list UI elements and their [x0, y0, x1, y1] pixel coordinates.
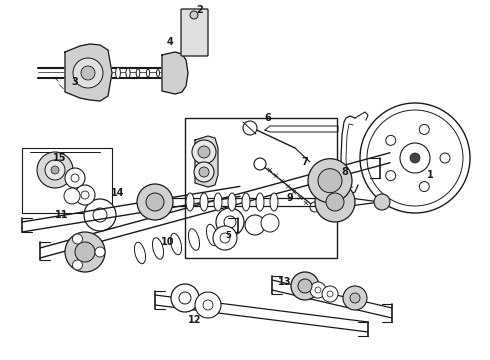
Circle shape [81, 66, 95, 80]
Ellipse shape [256, 193, 264, 211]
Text: 1: 1 [427, 170, 433, 180]
Ellipse shape [126, 68, 130, 78]
Ellipse shape [189, 229, 199, 250]
Circle shape [315, 182, 355, 222]
Circle shape [419, 125, 429, 135]
Circle shape [224, 216, 236, 228]
Circle shape [146, 193, 164, 211]
Text: 8: 8 [342, 167, 348, 177]
Circle shape [179, 292, 191, 304]
Text: 4: 4 [167, 37, 173, 47]
Circle shape [84, 199, 116, 231]
Circle shape [216, 208, 244, 236]
Text: 11: 11 [55, 210, 69, 220]
Circle shape [243, 121, 257, 135]
Ellipse shape [152, 238, 164, 259]
Ellipse shape [116, 67, 121, 78]
Text: 7: 7 [302, 157, 308, 167]
Circle shape [45, 160, 65, 180]
Circle shape [350, 293, 360, 303]
Circle shape [386, 135, 396, 145]
Text: 10: 10 [161, 237, 175, 247]
Circle shape [199, 167, 209, 177]
Circle shape [315, 287, 321, 293]
Text: 5: 5 [225, 230, 231, 239]
Text: 14: 14 [111, 188, 125, 198]
Circle shape [37, 152, 73, 188]
Circle shape [75, 242, 95, 262]
Circle shape [386, 171, 396, 181]
Circle shape [51, 166, 59, 174]
Ellipse shape [200, 193, 208, 211]
Text: 3: 3 [72, 77, 78, 87]
Ellipse shape [228, 193, 236, 211]
FancyBboxPatch shape [181, 9, 208, 56]
Circle shape [261, 214, 279, 232]
Ellipse shape [206, 224, 218, 246]
Circle shape [81, 191, 89, 199]
Ellipse shape [156, 69, 160, 77]
Polygon shape [195, 136, 218, 187]
Circle shape [254, 158, 266, 170]
Circle shape [245, 215, 265, 235]
Circle shape [310, 282, 326, 298]
Circle shape [95, 247, 105, 257]
Polygon shape [162, 52, 188, 94]
Circle shape [298, 279, 312, 293]
Ellipse shape [147, 69, 149, 77]
Ellipse shape [134, 242, 146, 264]
Circle shape [65, 232, 105, 272]
Circle shape [326, 193, 344, 211]
Circle shape [220, 233, 230, 243]
Circle shape [203, 300, 213, 310]
Circle shape [190, 11, 198, 19]
Circle shape [198, 146, 210, 158]
Ellipse shape [270, 193, 278, 211]
Ellipse shape [214, 193, 222, 211]
Circle shape [213, 226, 237, 250]
Ellipse shape [186, 193, 194, 211]
Text: 15: 15 [53, 153, 67, 163]
Circle shape [367, 110, 463, 206]
Text: 6: 6 [265, 113, 271, 123]
Circle shape [322, 286, 338, 302]
Text: 12: 12 [188, 315, 202, 325]
Circle shape [318, 169, 342, 193]
Circle shape [192, 140, 216, 164]
Circle shape [410, 153, 420, 163]
Circle shape [291, 272, 319, 300]
Circle shape [419, 181, 429, 192]
Circle shape [171, 284, 199, 312]
Circle shape [65, 168, 85, 188]
Polygon shape [65, 44, 112, 101]
Circle shape [73, 260, 82, 270]
Bar [185, 118, 337, 258]
Text: 9: 9 [287, 193, 294, 203]
Circle shape [440, 153, 450, 163]
Circle shape [400, 143, 430, 173]
Circle shape [308, 159, 352, 203]
Circle shape [327, 291, 333, 297]
Circle shape [137, 184, 173, 220]
Text: 2: 2 [196, 5, 203, 15]
Circle shape [343, 286, 367, 310]
Circle shape [73, 234, 82, 244]
Circle shape [194, 162, 214, 182]
Ellipse shape [242, 193, 250, 211]
Ellipse shape [136, 69, 140, 77]
Circle shape [73, 58, 103, 88]
Circle shape [374, 194, 390, 210]
Circle shape [64, 188, 80, 204]
Circle shape [71, 174, 79, 182]
Circle shape [75, 185, 95, 205]
Ellipse shape [171, 233, 181, 255]
Text: 13: 13 [278, 277, 292, 287]
Circle shape [93, 208, 107, 222]
Circle shape [310, 202, 320, 212]
Circle shape [195, 292, 221, 318]
Circle shape [360, 103, 470, 213]
Bar [22, 148, 112, 213]
